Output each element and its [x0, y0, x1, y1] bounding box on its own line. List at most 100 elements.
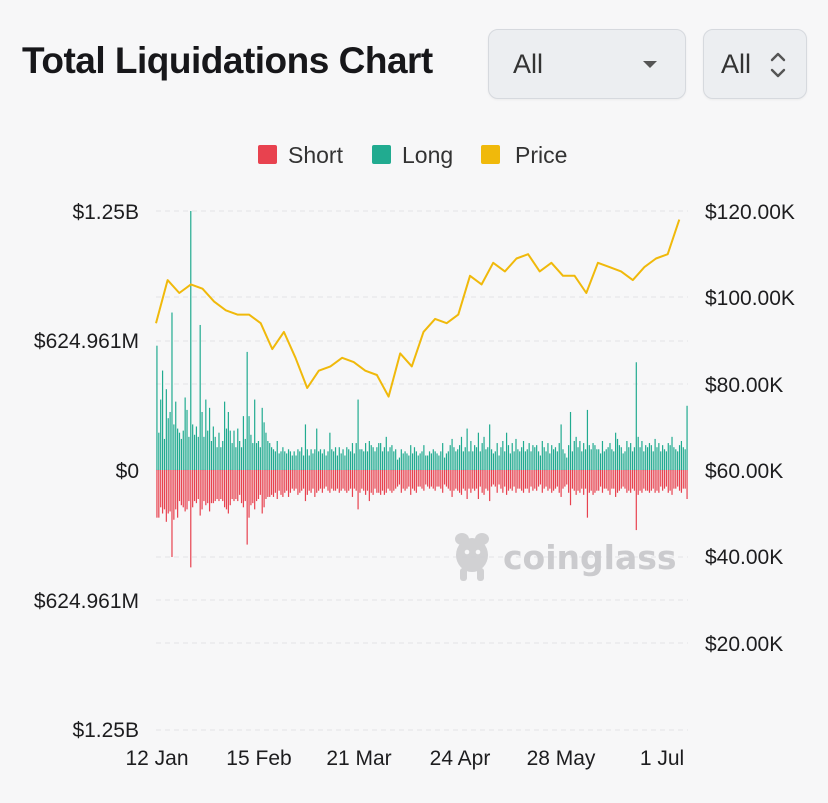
- short-bar[interactable]: [554, 470, 557, 489]
- short-bar[interactable]: [427, 470, 429, 487]
- long-bar[interactable]: [445, 453, 448, 470]
- short-bar[interactable]: [656, 470, 658, 491]
- long-bar[interactable]: [635, 362, 637, 470]
- short-bar[interactable]: [669, 470, 671, 491]
- long-bar[interactable]: [203, 436, 205, 470]
- long-bar[interactable]: [590, 449, 592, 470]
- long-bar[interactable]: [340, 453, 342, 470]
- long-bar[interactable]: [566, 457, 568, 470]
- short-bar[interactable]: [349, 470, 352, 489]
- long-bar[interactable]: [579, 440, 581, 470]
- long-bar[interactable]: [199, 324, 201, 470]
- short-bar[interactable]: [237, 470, 239, 502]
- short-bar[interactable]: [423, 470, 425, 491]
- short-bar[interactable]: [192, 470, 194, 508]
- long-bar[interactable]: [178, 432, 181, 470]
- long-bar[interactable]: [287, 449, 290, 470]
- long-bar[interactable]: [613, 451, 615, 470]
- short-bar[interactable]: [304, 470, 307, 502]
- long-bar[interactable]: [598, 449, 600, 470]
- long-bar[interactable]: [517, 449, 519, 470]
- long-bar[interactable]: [349, 451, 352, 470]
- short-bar[interactable]: [201, 470, 203, 510]
- short-bar[interactable]: [212, 470, 214, 504]
- long-bar[interactable]: [353, 453, 355, 470]
- short-bar[interactable]: [592, 470, 594, 495]
- short-bar[interactable]: [663, 470, 666, 489]
- short-bar[interactable]: [271, 470, 273, 495]
- short-bar[interactable]: [472, 470, 474, 489]
- short-bar[interactable]: [596, 470, 598, 491]
- short-bar[interactable]: [682, 470, 684, 489]
- long-bar[interactable]: [639, 447, 641, 470]
- short-bar[interactable]: [342, 470, 344, 489]
- short-bar[interactable]: [667, 470, 669, 493]
- long-bar[interactable]: [490, 449, 493, 470]
- short-bar[interactable]: [436, 470, 438, 487]
- short-bar[interactable]: [583, 470, 585, 495]
- long-bar[interactable]: [383, 447, 385, 470]
- long-bar[interactable]: [515, 438, 517, 470]
- short-bar[interactable]: [293, 470, 295, 491]
- long-bar[interactable]: [222, 440, 224, 470]
- long-bar[interactable]: [235, 447, 237, 470]
- long-bar[interactable]: [654, 438, 656, 470]
- long-bar[interactable]: [511, 443, 513, 470]
- short-bar[interactable]: [361, 470, 363, 489]
- long-bar[interactable]: [269, 443, 271, 470]
- long-bar[interactable]: [208, 407, 211, 470]
- short-bar[interactable]: [609, 470, 611, 495]
- long-bar[interactable]: [210, 440, 213, 470]
- long-bar[interactable]: [543, 447, 545, 470]
- long-bar[interactable]: [316, 428, 318, 470]
- short-bar[interactable]: [622, 470, 624, 487]
- long-bar[interactable]: [650, 445, 652, 470]
- long-bar[interactable]: [169, 411, 171, 470]
- short-bar[interactable]: [641, 470, 643, 493]
- legend-label-long[interactable]: Long: [402, 142, 453, 168]
- short-bar[interactable]: [227, 470, 229, 514]
- long-bar[interactable]: [447, 451, 449, 470]
- long-bar[interactable]: [363, 451, 365, 470]
- short-bar[interactable]: [254, 470, 256, 510]
- short-bar[interactable]: [175, 470, 177, 510]
- short-bar[interactable]: [344, 470, 346, 491]
- long-bar[interactable]: [667, 443, 669, 470]
- long-bar[interactable]: [568, 445, 570, 470]
- short-bar[interactable]: [408, 470, 410, 487]
- short-bar[interactable]: [648, 470, 651, 493]
- short-bar[interactable]: [244, 470, 246, 502]
- short-bar[interactable]: [218, 470, 220, 502]
- short-bar[interactable]: [677, 470, 679, 487]
- long-bar[interactable]: [537, 451, 540, 470]
- short-bar[interactable]: [302, 470, 305, 489]
- long-bar[interactable]: [628, 447, 630, 470]
- short-bar[interactable]: [381, 470, 384, 491]
- long-bar[interactable]: [419, 453, 421, 470]
- long-bar[interactable]: [408, 455, 410, 471]
- short-bar[interactable]: [633, 470, 636, 491]
- long-bar[interactable]: [663, 449, 666, 470]
- long-bar[interactable]: [289, 451, 292, 470]
- long-bar[interactable]: [357, 399, 359, 470]
- long-bar[interactable]: [678, 445, 681, 470]
- long-bar[interactable]: [660, 451, 662, 470]
- short-bar[interactable]: [190, 470, 192, 568]
- long-bar[interactable]: [295, 455, 297, 471]
- long-bar[interactable]: [240, 447, 243, 470]
- short-bar[interactable]: [445, 470, 448, 487]
- long-bar[interactable]: [396, 459, 399, 470]
- long-bar[interactable]: [252, 443, 254, 470]
- short-bar[interactable]: [515, 470, 517, 493]
- short-bar[interactable]: [483, 470, 485, 495]
- long-bar[interactable]: [581, 451, 583, 470]
- short-bar[interactable]: [203, 470, 205, 502]
- long-bar[interactable]: [242, 416, 245, 470]
- long-bar[interactable]: [558, 443, 560, 470]
- short-bar[interactable]: [295, 470, 297, 489]
- short-bar[interactable]: [532, 470, 534, 491]
- short-bar[interactable]: [333, 470, 335, 491]
- short-bar[interactable]: [524, 470, 526, 489]
- long-bar[interactable]: [470, 440, 472, 470]
- long-bar[interactable]: [547, 443, 549, 470]
